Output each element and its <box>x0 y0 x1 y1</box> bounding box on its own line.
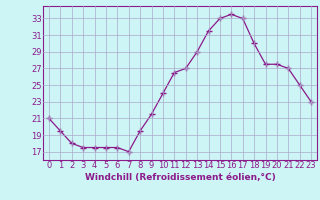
X-axis label: Windchill (Refroidissement éolien,°C): Windchill (Refroidissement éolien,°C) <box>84 173 276 182</box>
